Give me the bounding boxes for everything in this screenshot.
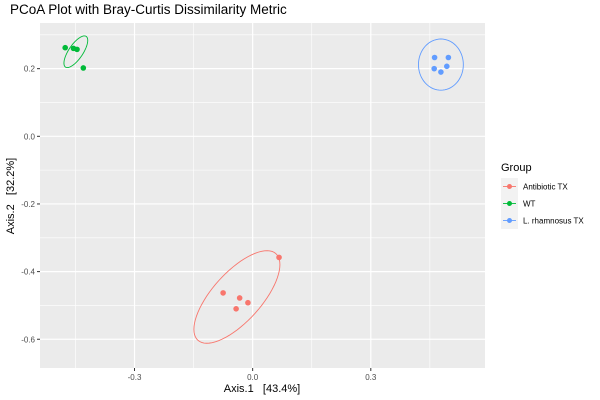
point-antibiotic-tx xyxy=(220,290,226,296)
point-antibiotic-tx xyxy=(233,306,239,312)
legend-label-l-rhamnosus-tx: L. rhamnosus TX xyxy=(523,217,584,226)
x-tick-label: -0.3 xyxy=(128,373,142,382)
legend: Group Antibiotic TX WT L. rhamnosus TX xyxy=(501,162,584,229)
y-tick-label: -0.6 xyxy=(21,335,35,344)
x-tick-label: 0.0 xyxy=(247,373,259,382)
legend-key-l-rhamnosus-tx xyxy=(501,212,518,229)
plot-panel xyxy=(40,23,485,368)
ellipse-antibiotic-tx xyxy=(193,250,281,344)
ellipse-l-rhamnosus-tx xyxy=(417,38,464,91)
point-l-rhamnosus-tx xyxy=(431,65,437,72)
data-points xyxy=(62,44,452,312)
legend-label-antibiotic-tx: Antibiotic TX xyxy=(523,183,568,192)
point-antibiotic-tx xyxy=(276,254,282,261)
legend-title: Group xyxy=(501,162,532,174)
point-l-rhamnosus-tx xyxy=(445,54,452,61)
legend-key-point xyxy=(507,184,512,189)
point-l-rhamnosus-tx xyxy=(438,69,444,75)
confidence-ellipses xyxy=(63,35,464,344)
y-tick-label: 0.0 xyxy=(24,132,36,141)
point-wt xyxy=(74,46,80,53)
grid-major xyxy=(40,23,485,368)
x-tick-label: 0.3 xyxy=(365,373,377,382)
legend-label-wt: WT xyxy=(523,200,536,209)
x-axis-ticks: -0.3 0.0 0.3 xyxy=(128,368,377,382)
y-axis-label: Axis.2 [32.2%] xyxy=(5,158,17,234)
point-l-rhamnosus-tx xyxy=(431,54,438,61)
y-axis-ticks: 0.2 0.0 -0.2 -0.4 -0.6 xyxy=(21,65,40,344)
chart-title: PCoA Plot with Bray-Curtis Dissimilarity… xyxy=(10,2,287,17)
legend-key-point xyxy=(507,218,512,223)
point-antibiotic-tx xyxy=(236,295,243,301)
legend-key-wt xyxy=(501,195,518,212)
x-axis-label: Axis.1 [43.4%] xyxy=(224,383,300,395)
legend-key-antibiotic-tx xyxy=(501,178,518,195)
ellipse-wt xyxy=(63,35,89,69)
y-tick-label: -0.2 xyxy=(21,200,35,209)
point-wt xyxy=(62,44,69,51)
legend-key-point xyxy=(507,201,512,206)
point-l-rhamnosus-tx xyxy=(444,63,450,70)
point-antibiotic-tx xyxy=(245,299,251,306)
y-tick-label: -0.4 xyxy=(21,268,35,277)
y-tick-label: 0.2 xyxy=(24,65,36,74)
grid-minor xyxy=(40,23,485,368)
point-wt xyxy=(80,65,87,71)
